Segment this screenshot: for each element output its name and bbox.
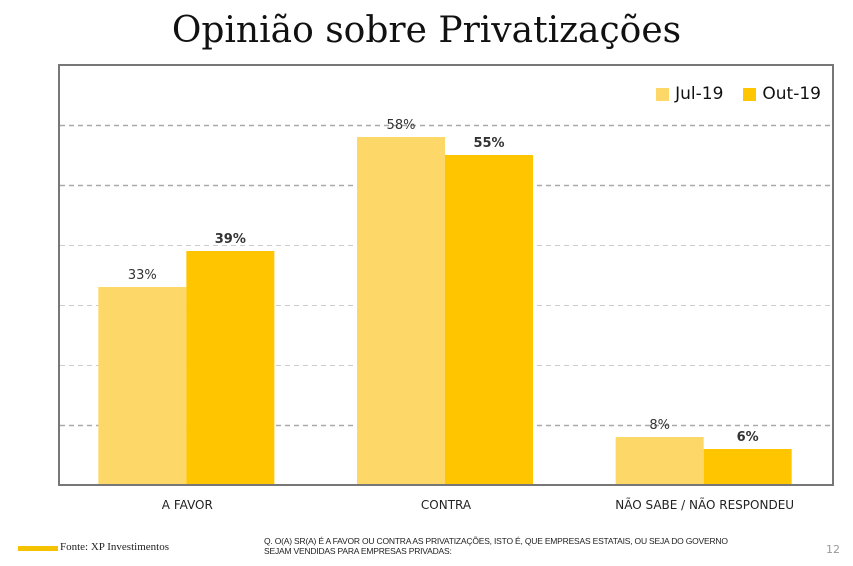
bars xyxy=(98,137,792,485)
data-label: 33% xyxy=(128,268,157,283)
legend-item-out-19: Out-19 xyxy=(743,84,821,104)
legend-label-jul-19: Jul-19 xyxy=(675,84,724,104)
legend-swatch-jul-19 xyxy=(656,87,670,101)
survey-question-line-1: Q. O(A) SR(A) É A FAVOR OU CONTRA AS PRI… xyxy=(264,536,728,546)
chart-title: Opinião sobre Privatizações xyxy=(171,10,682,51)
bar-out-19-0 xyxy=(186,251,275,485)
x-tick-label: NÃO SABE / NÃO RESPONDEU xyxy=(615,497,794,512)
data-label: 55% xyxy=(473,136,504,151)
footer-accent-bar xyxy=(18,546,58,551)
bar-out-19-2 xyxy=(703,449,792,485)
plot-frame xyxy=(58,64,834,485)
data-label: 8% xyxy=(649,418,670,433)
legend-swatch-out-19 xyxy=(743,87,757,101)
data-labels: 33% 39% 58% 55% 8% 6% xyxy=(128,118,759,445)
survey-question: Q. O(A) SR(A) É A FAVOR OU CONTRA AS PRI… xyxy=(264,536,824,556)
data-label: 6% xyxy=(737,430,759,445)
legend: Jul-19 Out-19 xyxy=(656,84,821,104)
source-note: Fonte: XP Investimentos xyxy=(60,541,169,553)
data-label: 58% xyxy=(387,118,416,133)
bar-out-19-1 xyxy=(445,155,533,485)
x-tick-label: A FAVOR xyxy=(162,498,213,512)
survey-question-line-2: SEJAM VENDIDAS PARA EMPRESAS PRIVADAS: xyxy=(264,546,452,556)
legend-item-jul-19: Jul-19 xyxy=(656,84,723,104)
bar-jul-19-0 xyxy=(98,287,187,485)
x-tick-label: CONTRA xyxy=(421,498,472,512)
bar-jul-19-1 xyxy=(357,137,445,485)
page-number: 12 xyxy=(826,543,840,556)
bar-jul-19-2 xyxy=(615,437,704,485)
data-label: 39% xyxy=(215,232,246,247)
legend-label-out-19: Out-19 xyxy=(762,84,821,104)
x-tick-labels: A FAVOR CONTRA NÃO SABE / NÃO RESPONDEU xyxy=(162,497,794,512)
